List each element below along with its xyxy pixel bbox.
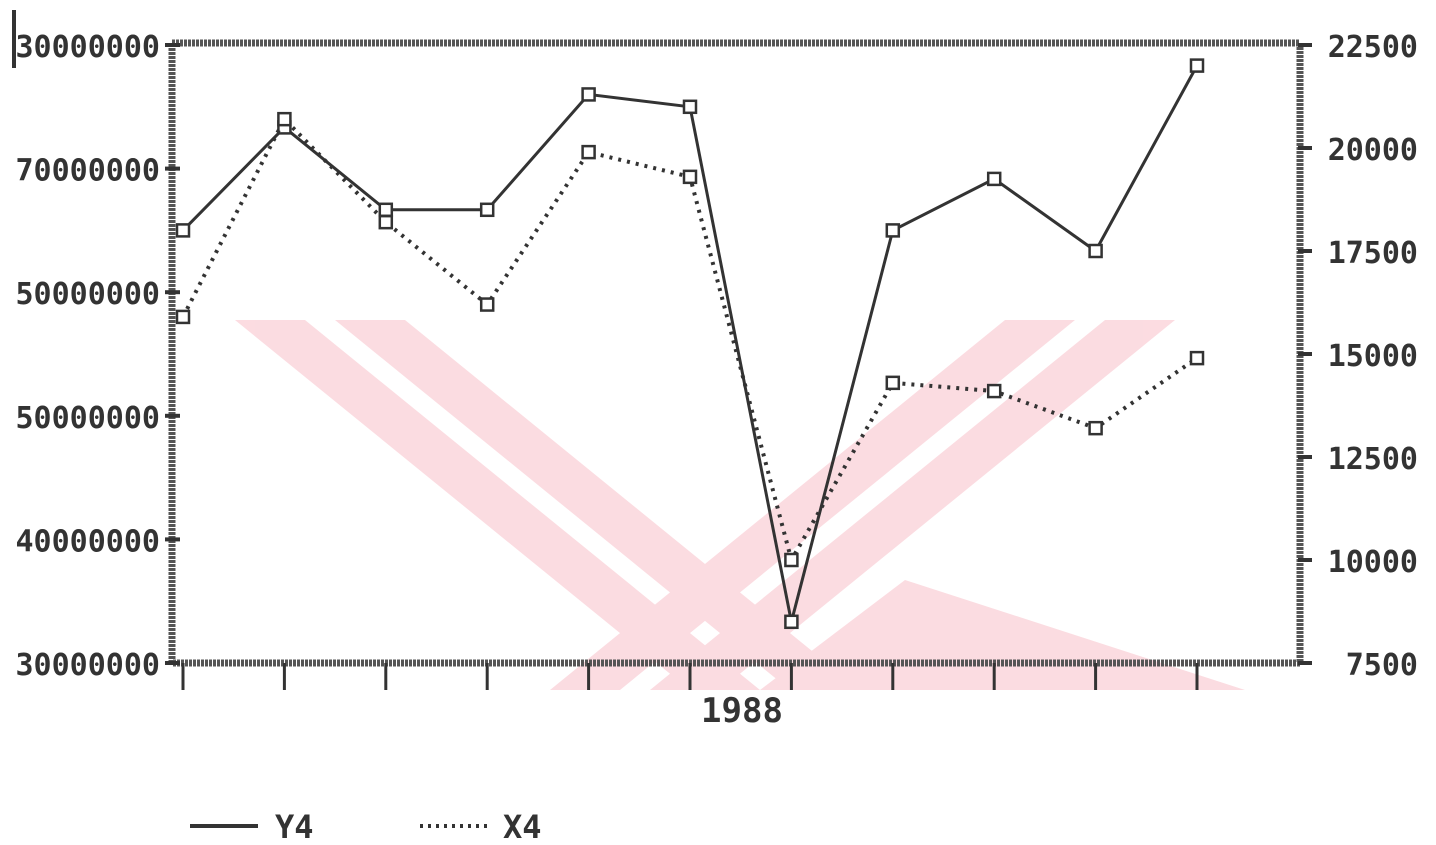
series-x4 [175,111,1205,568]
point-y4 [1088,243,1103,259]
series-layer [175,58,1205,630]
left-tick-label: 40000000 [16,524,161,559]
point-y4 [986,171,1002,187]
point-y4 [784,614,799,630]
right-tick-label: 12500 [1328,442,1418,477]
watermark-x-logo [235,320,1245,690]
point-x4 [277,111,292,127]
point-y4 [885,223,901,238]
point-x4 [175,309,191,325]
point-x4 [784,552,799,568]
x-axis-label: 1988 [701,691,783,731]
right-tick-label: 20000 [1328,133,1418,168]
point-x4 [682,169,698,185]
point-x4 [1088,420,1103,436]
right-tick-label: 7500 [1346,648,1418,683]
point-x4 [378,214,394,230]
point-y4 [1189,58,1205,73]
point-x4 [1189,350,1205,366]
legend-label-y4: Y4 [275,808,314,845]
right-tick-label: 10000 [1328,545,1418,580]
legend-label-x4: X4 [503,808,542,845]
point-y4 [175,223,191,238]
point-x4 [885,375,901,391]
left-tick-label: 70000000 [16,154,161,189]
right-tick-label: 22500 [1328,30,1418,65]
point-x4 [581,144,596,160]
point-y4 [682,99,698,115]
point-x4 [986,383,1002,399]
point-y4 [479,202,495,218]
right-axis-ticks: 22500 20000 17500 15000 12500 10000 7500 [1298,30,1418,683]
point-x4 [479,297,495,312]
x-axis-ticks [181,663,1199,690]
point-y4 [581,87,596,102]
point-y4 [378,202,394,218]
left-tick-label: 30000000 [16,30,161,65]
right-tick-label: 15000 [1328,339,1418,374]
right-tick-label: 17500 [1328,236,1418,271]
left-tick-label: 50000000 [16,277,161,312]
left-axis-ticks: 30000000 70000000 50000000 50000000 40000000… [16,30,180,683]
series-y4 [175,58,1205,630]
left-tick-label: 50000000 [16,401,161,436]
left-tick-label: 30000000 [16,648,161,683]
legend: Y4 X4 [190,808,542,845]
